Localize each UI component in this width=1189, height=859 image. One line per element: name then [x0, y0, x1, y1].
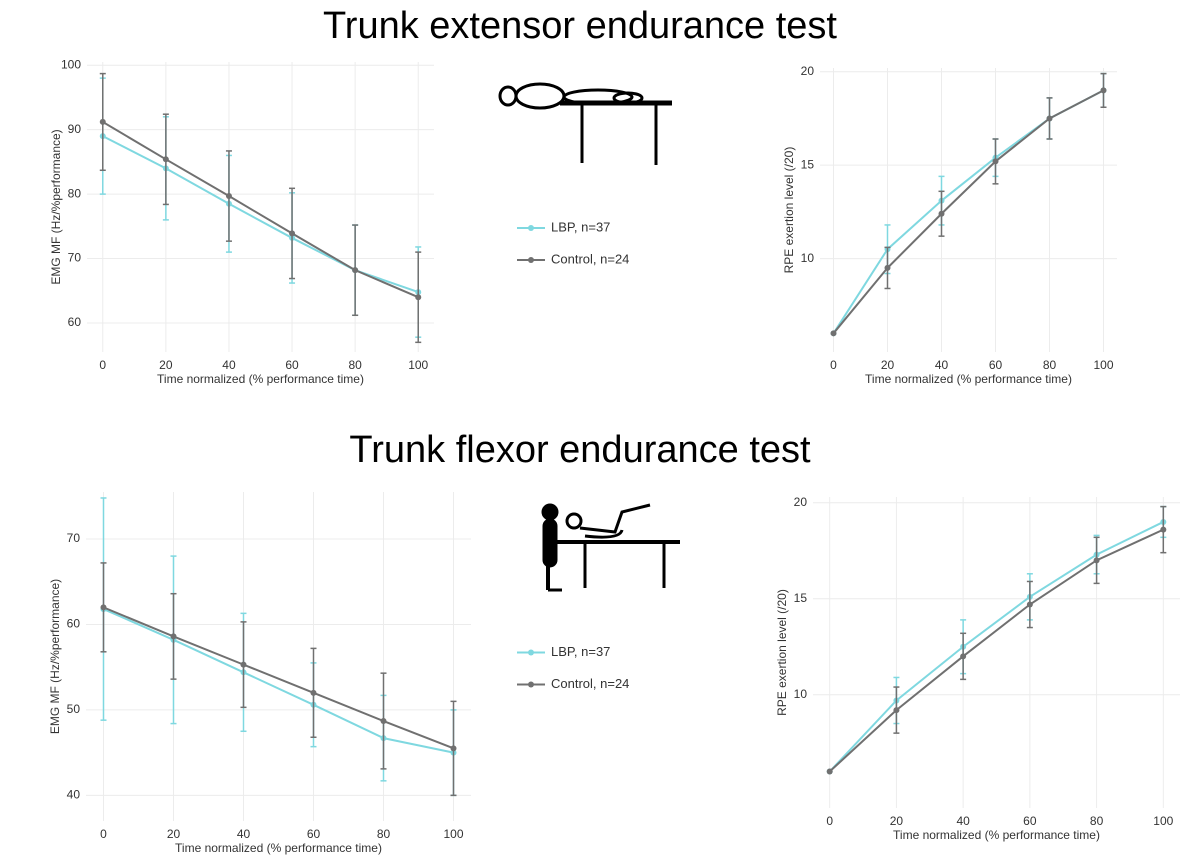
y-axis-label: RPE exertion level (/20): [782, 147, 796, 274]
data-point: [100, 604, 107, 611]
y-tick-label: 80: [68, 186, 82, 200]
x-tick-label: 60: [989, 358, 1003, 372]
x-tick-label: 0: [100, 827, 107, 841]
legend-label: Control, n=24: [551, 676, 629, 691]
data-point: [380, 718, 387, 725]
legend-label: LBP, n=37: [551, 219, 610, 234]
series-line: [828, 521, 1164, 773]
x-axis-label: Time normalized (% performance time): [893, 828, 1100, 842]
x-axis-label: Time normalized (% performance time): [157, 372, 364, 386]
y-tick-label: 50: [67, 702, 81, 716]
legend-swatch: [528, 681, 534, 688]
extensor-illustration: [498, 82, 672, 165]
data-point: [1046, 115, 1053, 122]
series-line: [103, 608, 454, 754]
data-point: [289, 230, 296, 237]
legend-label: Control, n=24: [551, 251, 629, 266]
data-point: [352, 267, 359, 274]
x-tick-label: 40: [222, 358, 236, 372]
x-tick-label: 60: [1023, 814, 1037, 828]
x-tick-label: 40: [935, 358, 949, 372]
x-tick-label: 100: [1153, 814, 1173, 828]
x-tick-label: 0: [830, 358, 837, 372]
x-axis-label: Time normalized (% performance time): [175, 841, 382, 855]
data-point: [99, 118, 106, 125]
series-line: [102, 121, 419, 299]
x-tick-label: 100: [408, 358, 428, 372]
y-tick-label: 60: [67, 617, 81, 631]
series-line: [829, 528, 1164, 773]
y-axis-label: EMG MF (Hz/%performance): [48, 579, 62, 734]
y-axis-label: EMG MF (Hz/%performance): [49, 129, 63, 284]
x-tick-label: 80: [1090, 814, 1104, 828]
y-tick-label: 100: [61, 57, 81, 71]
x-axis-label: Time normalized (% performance time): [865, 372, 1072, 386]
data-point: [893, 707, 900, 714]
x-tick-label: 40: [237, 827, 251, 841]
data-point: [938, 210, 945, 217]
data-point: [826, 768, 833, 775]
data-point: [960, 653, 967, 660]
section-title: Trunk extensor endurance test: [323, 5, 837, 47]
y-axis-label: RPE exertion level (/20): [775, 589, 789, 716]
data-point: [1100, 87, 1107, 94]
x-tick-label: 0: [826, 814, 833, 828]
data-point: [162, 156, 169, 163]
y-tick-label: 90: [68, 122, 82, 136]
x-tick-label: 100: [443, 827, 463, 841]
y-tick-label: 10: [794, 687, 808, 701]
data-point: [1026, 601, 1033, 608]
legend-swatch: [528, 225, 534, 231]
y-tick-label: 40: [67, 788, 81, 802]
data-point: [450, 745, 457, 752]
section-title: Trunk flexor endurance test: [349, 429, 811, 471]
data-point: [1093, 557, 1100, 564]
x-tick-label: 20: [167, 827, 181, 841]
y-tick-label: 20: [794, 495, 808, 509]
x-tick-label: 0: [99, 358, 106, 372]
data-point: [1160, 526, 1167, 533]
series-line: [103, 606, 454, 750]
flexor-illustration: [541, 503, 680, 592]
x-tick-label: 80: [1043, 358, 1057, 372]
legend-swatch: [528, 257, 534, 263]
legend-swatch: [528, 649, 534, 656]
data-point: [415, 294, 422, 301]
data-point: [310, 689, 317, 696]
y-tick-label: 60: [68, 315, 82, 329]
data-point: [240, 661, 247, 668]
x-tick-label: 80: [377, 827, 391, 841]
y-tick-label: 15: [801, 157, 815, 171]
x-tick-label: 100: [1093, 358, 1113, 372]
data-point: [170, 633, 177, 640]
y-tick-label: 15: [794, 591, 808, 605]
data-point: [992, 158, 999, 165]
y-tick-label: 70: [68, 251, 82, 265]
legend-label: LBP, n=37: [551, 644, 610, 659]
y-tick-label: 20: [801, 64, 815, 78]
series-line: [832, 89, 1104, 334]
series-line: [832, 89, 1104, 334]
data-point: [830, 330, 837, 337]
x-tick-label: 80: [348, 358, 362, 372]
x-tick-label: 20: [159, 358, 173, 372]
y-tick-label: 10: [801, 251, 815, 265]
y-tick-label: 70: [67, 531, 81, 545]
x-tick-label: 60: [307, 827, 321, 841]
data-point: [884, 264, 891, 271]
x-tick-label: 40: [956, 814, 970, 828]
data-point: [225, 193, 232, 200]
x-tick-label: 20: [890, 814, 904, 828]
x-tick-label: 20: [881, 358, 895, 372]
x-tick-label: 60: [285, 358, 299, 372]
